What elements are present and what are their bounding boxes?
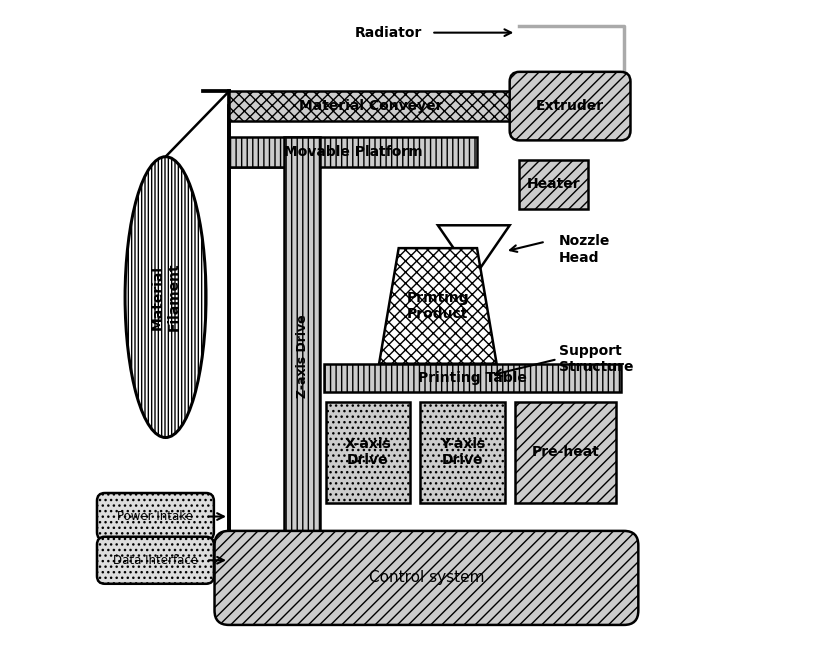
Text: Pre-heat: Pre-heat — [531, 445, 599, 459]
Bar — [325, 402, 410, 503]
Text: Z-axis Drive: Z-axis Drive — [295, 314, 309, 398]
FancyBboxPatch shape — [97, 537, 214, 584]
Text: Printing Table: Printing Table — [417, 371, 526, 385]
Text: Data Interface: Data Interface — [113, 554, 198, 567]
Text: Control system: Control system — [369, 571, 484, 585]
FancyBboxPatch shape — [97, 493, 214, 540]
Text: X-axis
Drive: X-axis Drive — [344, 437, 392, 468]
Text: Material
Filament: Material Filament — [150, 263, 181, 332]
Bar — [285, 137, 320, 575]
Text: Nozzle
Head: Nozzle Head — [559, 234, 610, 264]
Bar — [324, 364, 621, 392]
Text: Printing
Product: Printing Product — [407, 291, 469, 321]
Text: Movable Platform: Movable Platform — [284, 145, 422, 159]
Text: Material Conveyer: Material Conveyer — [299, 99, 442, 113]
Text: Radiator: Radiator — [355, 25, 422, 40]
Text: Extruder: Extruder — [536, 99, 604, 113]
Text: Power Intake: Power Intake — [117, 510, 193, 523]
FancyBboxPatch shape — [510, 72, 631, 140]
Bar — [420, 402, 505, 503]
Ellipse shape — [125, 157, 206, 438]
Text: Support
Structure: Support Structure — [559, 344, 633, 374]
Bar — [229, 91, 513, 121]
Text: Y-axis
Drive: Y-axis Drive — [440, 437, 486, 468]
Bar — [515, 402, 616, 503]
Text: Heater: Heater — [527, 178, 580, 191]
FancyBboxPatch shape — [214, 531, 638, 625]
Bar — [520, 160, 588, 209]
Polygon shape — [438, 225, 510, 278]
Polygon shape — [379, 248, 496, 364]
Bar — [229, 137, 477, 167]
